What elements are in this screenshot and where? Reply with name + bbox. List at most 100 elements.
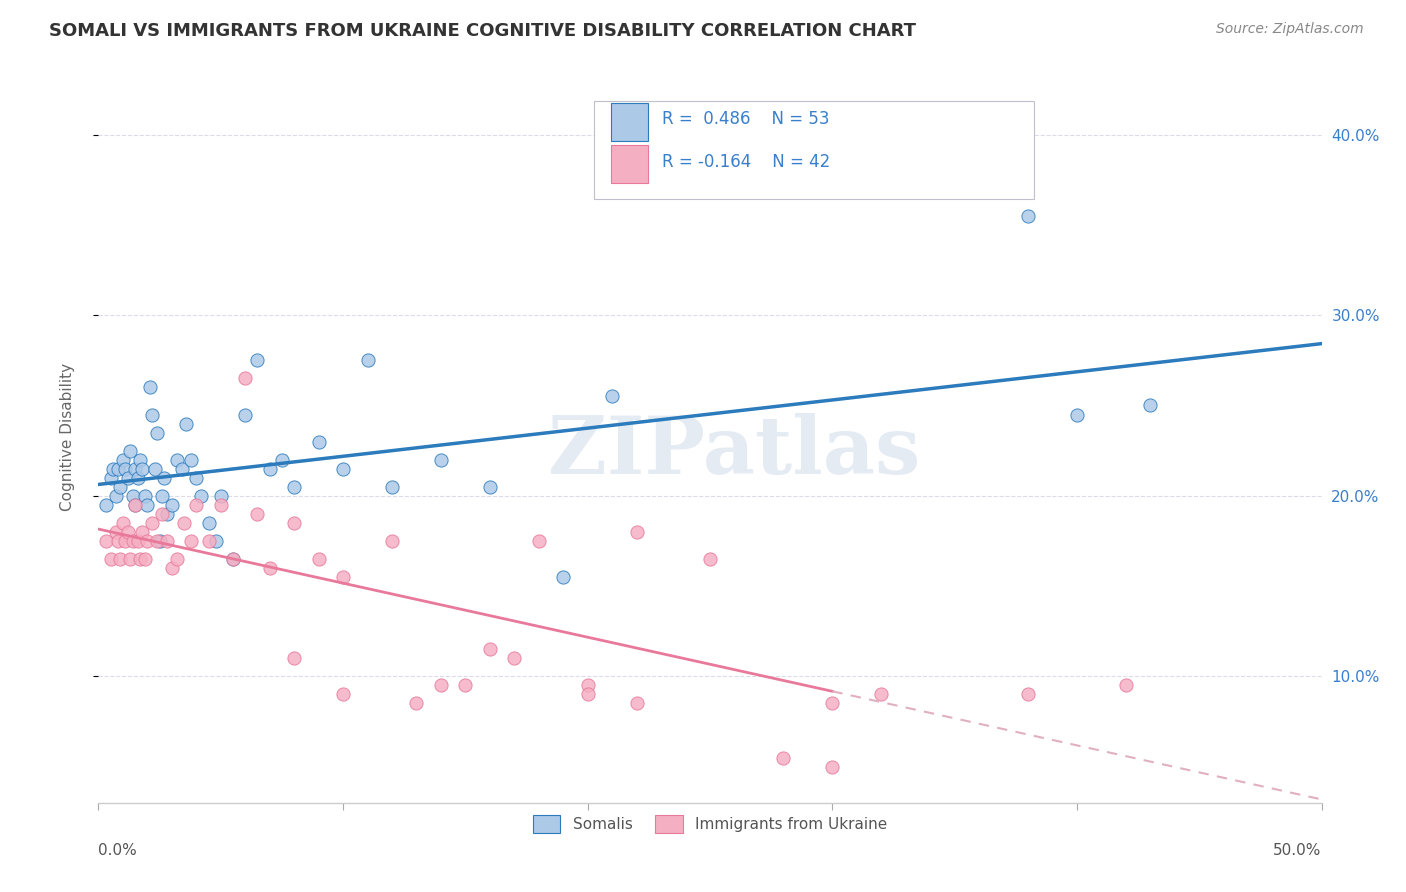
Text: Source: ZipAtlas.com: Source: ZipAtlas.com: [1216, 22, 1364, 37]
Point: [143, 461, 166, 475]
Point: [233, 371, 256, 385]
Point: [430, 678, 453, 692]
Point: [197, 516, 219, 530]
Point: [94, 498, 117, 512]
Point: [107, 533, 129, 548]
Point: [332, 688, 354, 702]
Point: [100, 471, 122, 485]
Point: [129, 452, 152, 467]
Point: [166, 552, 188, 566]
Point: [870, 688, 893, 702]
Point: [180, 533, 202, 548]
Point: [153, 471, 176, 485]
Point: [1066, 408, 1088, 422]
Point: [170, 461, 193, 475]
Point: [283, 516, 305, 530]
Point: [772, 750, 794, 764]
Point: [146, 533, 169, 548]
Point: [186, 498, 208, 512]
Point: [332, 461, 354, 475]
Point: [308, 552, 330, 566]
Point: [104, 489, 127, 503]
Point: [134, 489, 156, 503]
Point: [121, 533, 143, 548]
Text: ZIPatlas: ZIPatlas: [548, 413, 921, 491]
Point: [160, 498, 183, 512]
Point: [222, 552, 245, 566]
Text: 0.0%: 0.0%: [98, 843, 138, 857]
Point: [454, 678, 477, 692]
Point: [503, 651, 526, 665]
Text: SOMALI VS IMMIGRANTS FROM UKRAINE COGNITIVE DISABILITY CORRELATION CHART: SOMALI VS IMMIGRANTS FROM UKRAINE COGNIT…: [49, 22, 917, 40]
Point: [197, 533, 219, 548]
Legend: Somalis, Immigrants from Ukraine: Somalis, Immigrants from Ukraine: [527, 809, 893, 839]
Point: [576, 678, 599, 692]
Point: [111, 516, 134, 530]
Point: [478, 480, 501, 494]
Point: [160, 561, 183, 575]
Point: [180, 452, 202, 467]
Point: [127, 533, 149, 548]
Point: [136, 498, 159, 512]
Point: [117, 524, 139, 539]
Point: [430, 452, 453, 467]
Point: [381, 480, 404, 494]
Point: [553, 570, 575, 584]
Point: [283, 480, 305, 494]
Point: [259, 461, 281, 475]
Point: [124, 461, 146, 475]
Point: [821, 697, 844, 711]
Point: [141, 516, 163, 530]
Point: [186, 471, 208, 485]
Point: [100, 552, 122, 566]
Point: [576, 688, 599, 702]
Text: R =  0.486    N = 53: R = 0.486 N = 53: [662, 110, 830, 128]
Point: [104, 524, 127, 539]
Point: [150, 507, 173, 521]
Point: [283, 651, 305, 665]
Point: [176, 417, 198, 431]
Point: [139, 380, 162, 394]
Point: [131, 524, 153, 539]
Point: [356, 353, 378, 368]
Point: [110, 552, 132, 566]
Point: [478, 642, 501, 657]
Point: [156, 507, 179, 521]
Point: [146, 425, 169, 440]
Point: [821, 760, 844, 774]
Text: R = -0.164    N = 42: R = -0.164 N = 42: [662, 153, 831, 171]
Point: [600, 389, 623, 403]
Y-axis label: Cognitive Disability: Cognitive Disability: [60, 363, 75, 511]
FancyBboxPatch shape: [612, 103, 648, 141]
Point: [120, 552, 142, 566]
Point: [205, 533, 228, 548]
Point: [127, 471, 149, 485]
Point: [626, 524, 648, 539]
Point: [121, 489, 143, 503]
Point: [246, 353, 269, 368]
FancyBboxPatch shape: [593, 101, 1035, 199]
Point: [101, 461, 124, 475]
Point: [117, 471, 139, 485]
Point: [150, 489, 173, 503]
Point: [259, 561, 281, 575]
Point: [222, 552, 245, 566]
Point: [134, 552, 156, 566]
Point: [626, 697, 648, 711]
Point: [111, 452, 134, 467]
Point: [1017, 688, 1039, 702]
Point: [156, 533, 179, 548]
Point: [129, 552, 152, 566]
Point: [124, 498, 146, 512]
Point: [94, 533, 117, 548]
Text: 50.0%: 50.0%: [1274, 843, 1322, 857]
Point: [173, 516, 195, 530]
Point: [190, 489, 212, 503]
Point: [209, 489, 232, 503]
Point: [166, 452, 188, 467]
Point: [1139, 399, 1161, 413]
Point: [233, 408, 256, 422]
Point: [699, 552, 721, 566]
Point: [270, 452, 294, 467]
Point: [527, 533, 550, 548]
